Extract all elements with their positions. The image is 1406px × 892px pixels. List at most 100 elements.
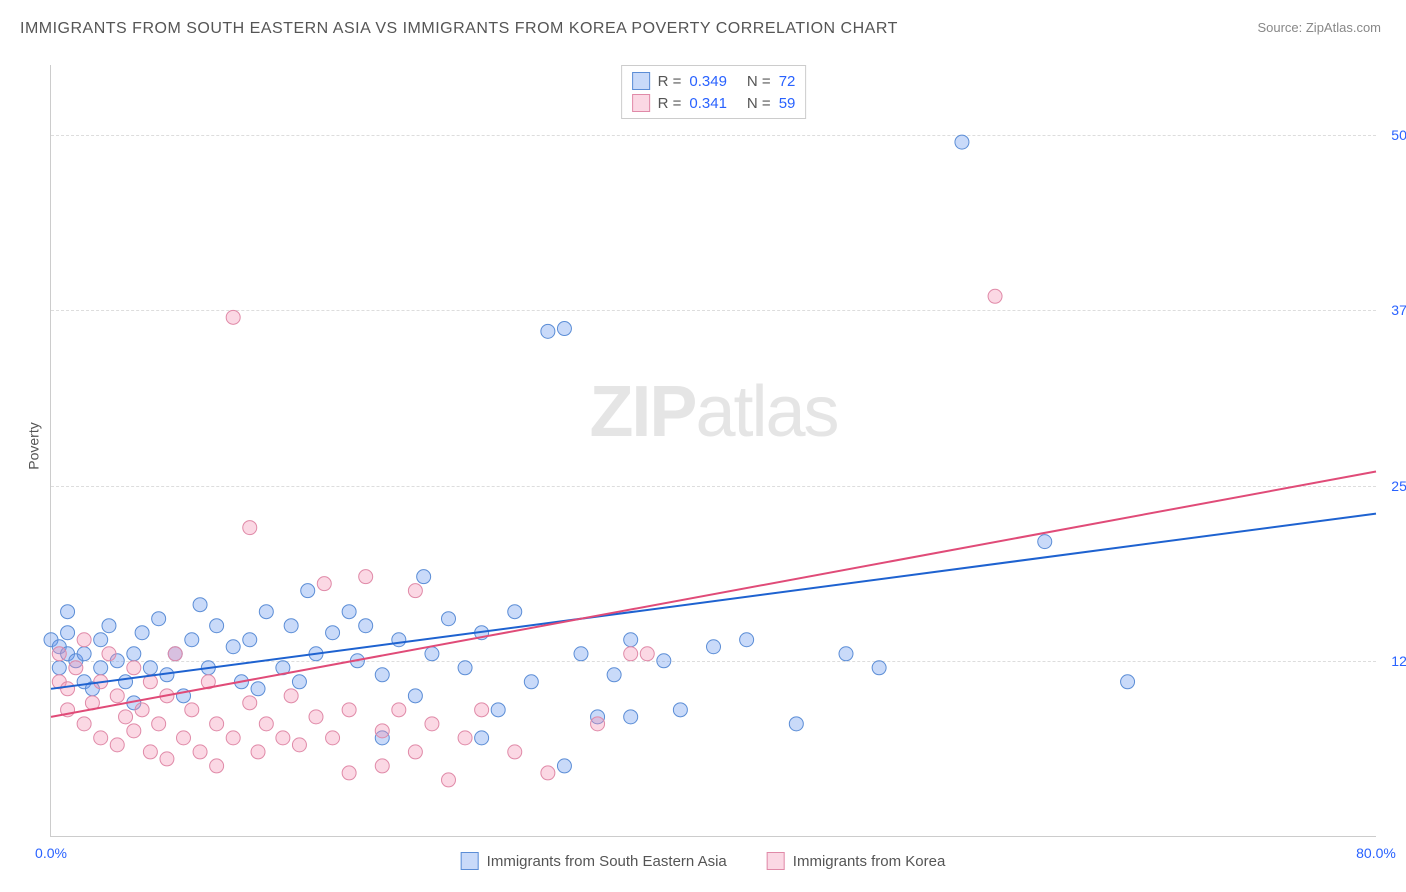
series-legend: Immigrants from South Eastern Asia Immig… bbox=[461, 852, 946, 870]
scatter-point bbox=[77, 717, 91, 731]
scatter-point bbox=[127, 647, 141, 661]
scatter-point bbox=[442, 612, 456, 626]
scatter-point bbox=[94, 633, 108, 647]
scatter-point bbox=[317, 577, 331, 591]
scatter-point bbox=[491, 703, 505, 717]
scatter-point bbox=[508, 745, 522, 759]
scatter-point bbox=[375, 668, 389, 682]
scatter-point bbox=[740, 633, 754, 647]
scatter-point bbox=[657, 654, 671, 668]
scatter-point bbox=[127, 661, 141, 675]
scatter-point bbox=[284, 619, 298, 633]
scatter-point bbox=[168, 647, 182, 661]
scatter-point bbox=[392, 633, 406, 647]
n-label: N = bbox=[747, 73, 771, 90]
source-attribution: Source: ZipAtlas.com bbox=[1257, 20, 1381, 35]
legend-label-2: Immigrants from Korea bbox=[793, 853, 946, 870]
scatter-point bbox=[177, 731, 191, 745]
scatter-point bbox=[707, 640, 721, 654]
scatter-point bbox=[392, 703, 406, 717]
scatter-point bbox=[135, 703, 149, 717]
scatter-point bbox=[52, 661, 66, 675]
scatter-point bbox=[557, 759, 571, 773]
y-tick-label: 37.5% bbox=[1391, 302, 1406, 318]
scatter-point bbox=[226, 640, 240, 654]
scatter-point bbox=[243, 696, 257, 710]
r-value-1: 0.349 bbox=[689, 73, 727, 90]
scatter-point bbox=[839, 647, 853, 661]
scatter-point bbox=[342, 703, 356, 717]
scatter-point bbox=[425, 717, 439, 731]
scatter-point bbox=[458, 661, 472, 675]
scatter-point bbox=[152, 612, 166, 626]
scatter-point bbox=[557, 322, 571, 336]
y-tick-label: 50.0% bbox=[1391, 127, 1406, 143]
r-label: R = bbox=[658, 73, 682, 90]
n-label: N = bbox=[747, 95, 771, 112]
chart-title: IMMIGRANTS FROM SOUTH EASTERN ASIA VS IM… bbox=[20, 20, 1386, 38]
scatter-point bbox=[301, 584, 315, 598]
scatter-point bbox=[541, 766, 555, 780]
y-tick-label: 12.5% bbox=[1391, 653, 1406, 669]
scatter-point bbox=[640, 647, 654, 661]
scatter-point bbox=[624, 710, 638, 724]
scatter-point bbox=[574, 647, 588, 661]
scatter-point bbox=[789, 717, 803, 731]
legend-item-2: Immigrants from Korea bbox=[767, 852, 946, 870]
legend-item-1: Immigrants from South Eastern Asia bbox=[461, 852, 727, 870]
scatter-point bbox=[61, 626, 75, 640]
scatter-point bbox=[185, 633, 199, 647]
scatter-point bbox=[102, 619, 116, 633]
scatter-point bbox=[226, 310, 240, 324]
scatter-point bbox=[442, 773, 456, 787]
scatter-point bbox=[475, 703, 489, 717]
scatter-point bbox=[135, 626, 149, 640]
scatter-point bbox=[955, 135, 969, 149]
scatter-point bbox=[524, 675, 538, 689]
scatter-point bbox=[375, 724, 389, 738]
legend-label-1: Immigrants from South Eastern Asia bbox=[487, 853, 727, 870]
scatter-point bbox=[69, 661, 83, 675]
scatter-point bbox=[119, 675, 133, 689]
r-label: R = bbox=[658, 95, 682, 112]
scatter-point bbox=[359, 619, 373, 633]
scatter-point bbox=[408, 584, 422, 598]
scatter-point bbox=[77, 633, 91, 647]
scatter-point bbox=[591, 717, 605, 731]
scatter-point bbox=[127, 724, 141, 738]
scatter-point bbox=[259, 605, 273, 619]
scatter-point bbox=[1121, 675, 1135, 689]
scatter-point bbox=[292, 738, 306, 752]
y-tick-label: 25.0% bbox=[1391, 478, 1406, 494]
x-tick-label: 0.0% bbox=[35, 845, 67, 861]
trend-line bbox=[51, 472, 1376, 717]
chart-plot-area: ZIPatlas R = 0.349 N = 72 R = 0.341 N = … bbox=[50, 65, 1376, 837]
scatter-point bbox=[326, 731, 340, 745]
scatter-point bbox=[408, 745, 422, 759]
scatter-point bbox=[359, 570, 373, 584]
scatter-svg bbox=[51, 65, 1376, 836]
scatter-point bbox=[193, 745, 207, 759]
scatter-point bbox=[342, 605, 356, 619]
scatter-point bbox=[872, 661, 886, 675]
scatter-point bbox=[94, 661, 108, 675]
scatter-point bbox=[110, 738, 124, 752]
scatter-point bbox=[61, 605, 75, 619]
scatter-point bbox=[243, 521, 257, 535]
scatter-point bbox=[143, 661, 157, 675]
scatter-point bbox=[624, 647, 638, 661]
scatter-point bbox=[94, 731, 108, 745]
swatch-series-1 bbox=[632, 72, 650, 90]
scatter-point bbox=[160, 752, 174, 766]
scatter-point bbox=[309, 710, 323, 724]
scatter-point bbox=[292, 675, 306, 689]
n-value-1: 72 bbox=[779, 73, 796, 90]
scatter-point bbox=[210, 717, 224, 731]
scatter-point bbox=[607, 668, 621, 682]
scatter-point bbox=[284, 689, 298, 703]
scatter-point bbox=[673, 703, 687, 717]
scatter-point bbox=[185, 703, 199, 717]
scatter-point bbox=[326, 626, 340, 640]
scatter-point bbox=[251, 682, 265, 696]
scatter-point bbox=[458, 731, 472, 745]
